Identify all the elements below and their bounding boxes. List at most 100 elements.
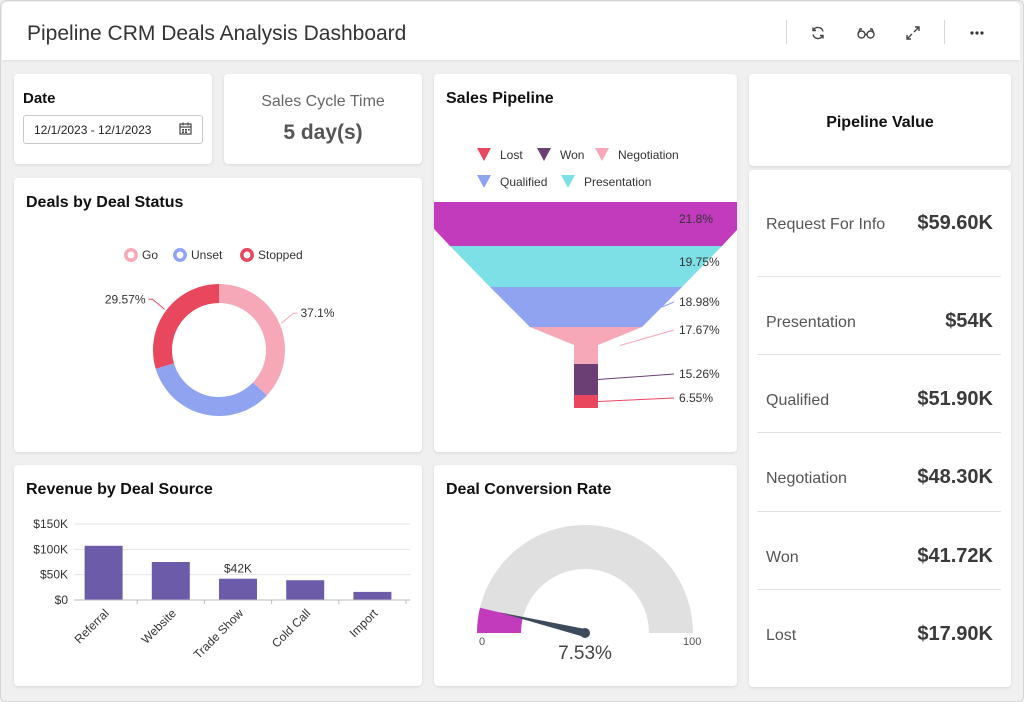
x-tick-label: Website — [139, 606, 180, 647]
pipeline-value-row: Negotiation $48.30K — [757, 432, 1001, 512]
more-icon[interactable] — [964, 20, 990, 46]
x-tick-label: Trade Show — [191, 606, 247, 662]
pipeline-value-label: Qualified — [766, 392, 830, 409]
data-label-leader — [597, 397, 675, 402]
data-label: 21.8% — [679, 212, 713, 226]
date-range-input[interactable]: 12/1/2023 - 12/1/2023 — [23, 115, 203, 144]
legend-marker — [537, 148, 551, 161]
sales-pipeline-chart: Lost Won Negotiation Qualified Presentation 2… — [434, 148, 737, 408]
legend-marker — [240, 248, 254, 262]
legend-label: Lost — [500, 148, 523, 162]
pipeline-value-amount: $41.72K — [917, 545, 993, 567]
legend-marker — [595, 148, 609, 161]
date-range-value: 12/1/2023 - 12/1/2023 — [34, 122, 152, 137]
legend-label: Negotiation — [618, 148, 679, 162]
sales-cycle-value: 5 day(s) — [283, 121, 363, 144]
bar — [84, 545, 123, 600]
x-tick-label: Referral — [72, 606, 112, 646]
date-label: Date — [23, 90, 56, 107]
data-label: 15.26% — [679, 367, 720, 381]
legend-label: Stopped — [258, 248, 303, 262]
pipeline-value-row: Qualified $51.90K — [757, 354, 1001, 433]
legend-marker — [124, 248, 138, 262]
donut-slice — [219, 284, 285, 396]
gauge-min-label: 0 — [479, 636, 485, 648]
pipeline-value-row: Presentation $54K — [757, 276, 1001, 355]
pipeline-value-label: Presentation — [766, 314, 856, 331]
deals-by-status-card: Deals by Deal Status Go Unset Stopped 37.1%… — [14, 178, 422, 452]
toolbar-divider — [786, 20, 787, 44]
glasses-icon[interactable] — [853, 20, 879, 46]
gauge-needle-hub — [580, 628, 590, 638]
funnel-stage — [490, 287, 682, 327]
legend-marker — [477, 148, 491, 161]
data-label-leader — [673, 218, 737, 225]
data-label-leader — [661, 301, 675, 308]
x-tick-label: Cold Call — [269, 606, 313, 650]
gauge-value-label: 7.53% — [558, 643, 612, 664]
data-label-leader — [281, 312, 298, 324]
funnel-stage — [450, 246, 722, 287]
data-label: 18.98% — [679, 295, 720, 309]
dashboard-header: Pipeline CRM Deals Analysis Dashboard — [2, 2, 1020, 60]
funnel-stage — [574, 364, 598, 395]
pipeline-value-label: Negotiation — [766, 470, 847, 487]
data-label: $42K — [224, 562, 252, 576]
bar — [219, 578, 257, 600]
legend-marker — [173, 248, 187, 262]
y-tick-label: $50K — [40, 568, 68, 582]
data-label: 29.57% — [105, 292, 146, 306]
legend-marker — [477, 175, 491, 188]
donut-slice — [152, 284, 219, 369]
dashboard-title: Pipeline CRM Deals Analysis Dashboard — [27, 22, 407, 45]
pipeline-value-amount: $17.90K — [917, 623, 993, 645]
pipeline-value-title: Pipeline Value — [826, 114, 934, 131]
gauge-needle — [498, 612, 586, 637]
data-label: 6.55% — [679, 391, 713, 405]
toolbar-divider — [944, 20, 945, 44]
pipeline-value-amount: $59.60K — [917, 212, 993, 234]
data-label: 17.67% — [679, 323, 720, 337]
revenue-by-source-card: Revenue by Deal Source $0 $50K $100K $150K R… — [14, 465, 422, 686]
calendar-icon[interactable] — [179, 122, 192, 138]
funnel-stage — [530, 327, 642, 364]
bar — [151, 562, 190, 600]
legend-label: Presentation — [584, 175, 651, 189]
pipeline-value-amount: $51.90K — [917, 388, 993, 410]
x-tick-label: Import — [347, 606, 381, 640]
data-label-leader — [597, 373, 675, 380]
pipeline-value-amount: $48.30K — [917, 466, 993, 488]
date-card: Date 12/1/2023 - 12/1/2023 — [14, 74, 212, 164]
revenue-by-source-chart: $0 $50K $100K $150K Referral Website $42K Trade… — [33, 517, 410, 662]
pipeline-value-amount: $54K — [945, 310, 993, 332]
data-label: 19.75% — [679, 255, 720, 269]
bar — [286, 580, 325, 600]
legend-label: Qualified — [500, 175, 547, 189]
pipeline-value-label: Lost — [766, 627, 797, 644]
y-tick-label: $100K — [33, 542, 68, 556]
conversion-rate-card: Deal Conversion Rate 0 100 7.53% — [434, 465, 737, 686]
legend-label: Go — [142, 248, 158, 262]
deals-by-status-title: Deals by Deal Status — [26, 194, 184, 211]
sales-cycle-label: Sales Cycle Time — [261, 93, 385, 110]
revenue-by-source-title: Revenue by Deal Source — [26, 481, 213, 498]
sales-cycle-card: Sales Cycle Time 5 day(s) — [224, 74, 422, 164]
legend-marker — [561, 175, 575, 188]
expand-icon[interactable] — [900, 20, 926, 46]
pipeline-value-header-card: Pipeline Value — [749, 74, 1011, 166]
y-tick-label: $150K — [33, 517, 68, 531]
conversion-rate-title: Deal Conversion Rate — [446, 481, 612, 498]
deals-by-status-chart: Go Unset Stopped 37.1% 29.57% — [105, 248, 335, 416]
pipeline-value-label: Request For Info — [766, 216, 886, 233]
bar — [353, 591, 392, 600]
data-label-leader — [619, 329, 675, 346]
pipeline-value-row: Request For Info $59.60K — [757, 170, 1001, 277]
pipeline-value-label: Won — [766, 549, 799, 566]
donut-slice — [155, 363, 267, 416]
gauge-track — [477, 524, 693, 633]
gauge-fill — [477, 607, 523, 633]
pipeline-value-card: Request For Info $59.60K Presentation $54K Q… — [749, 170, 1011, 687]
data-label-leader — [673, 261, 703, 267]
sales-pipeline-title: Sales Pipeline — [446, 90, 554, 107]
refresh-icon[interactable] — [805, 20, 831, 46]
